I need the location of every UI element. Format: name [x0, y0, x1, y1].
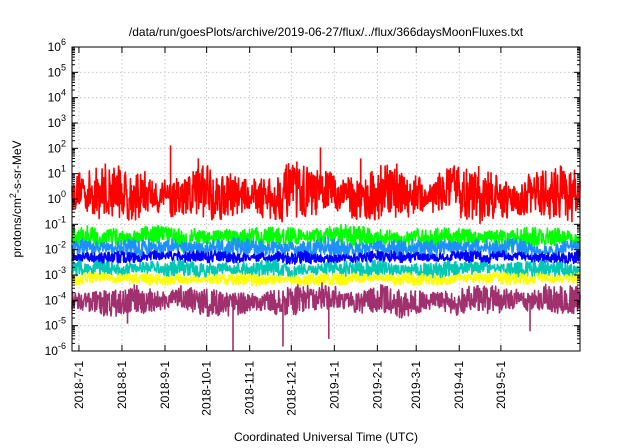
- series-line: [71, 249, 581, 266]
- y-tick-mantissa: 10: [48, 65, 62, 79]
- y-tick-exponent: 0: [61, 189, 66, 199]
- y-tick-mantissa: 10: [45, 319, 59, 333]
- y-tick-label: 10-1: [45, 214, 66, 231]
- y-axis-label-tail: -s-sr-MeV: [10, 140, 24, 193]
- y-tick-mantissa: 10: [45, 268, 59, 282]
- y-tick-label: 10-5: [45, 316, 66, 333]
- y-tick-exponent: -4: [58, 290, 66, 300]
- y-tick-mantissa: 10: [48, 91, 62, 105]
- y-tick-exponent: -3: [58, 265, 66, 275]
- y-tick-exponent: 6: [61, 37, 66, 47]
- y-tick-label: 106: [48, 37, 66, 54]
- x-axis-label: Coordinated Universal Time (UTC): [234, 430, 418, 444]
- tick-layer: 10-610-510-410-310-210-11001011021031041…: [45, 37, 580, 416]
- chart-title: /data/run/goesPlots/archive/2019-06-27/f…: [129, 25, 524, 39]
- y-axis-label-base: protons/cm: [10, 198, 24, 257]
- x-tick-label: 2019-1-1: [327, 361, 341, 409]
- series-line: [71, 282, 581, 319]
- x-tick-label: 2018-8-1: [115, 361, 129, 409]
- y-tick-exponent: 1: [61, 164, 66, 174]
- y-tick-exponent: -1: [58, 214, 66, 224]
- y-tick-exponent: 3: [61, 113, 66, 123]
- y-tick-exponent: -5: [58, 316, 66, 326]
- y-tick-mantissa: 10: [48, 116, 62, 130]
- x-tick-label: 2019-2-1: [370, 361, 384, 409]
- x-tick-label: 2019-4-1: [452, 361, 466, 409]
- y-tick-label: 103: [48, 113, 66, 130]
- y-tick-label: 102: [48, 138, 66, 155]
- y-tick-label: 104: [48, 88, 66, 105]
- series-line: [71, 271, 581, 287]
- y-tick-exponent: -6: [58, 341, 66, 351]
- y-tick-mantissa: 10: [48, 192, 62, 206]
- x-tick-label: 2018-12-1: [284, 361, 298, 416]
- y-tick-mantissa: 10: [48, 141, 62, 155]
- y-tick-label: 10-3: [45, 265, 66, 282]
- x-tick-label: 2018-7-1: [72, 361, 86, 409]
- y-tick-mantissa: 10: [45, 243, 59, 257]
- y-tick-exponent: 2: [61, 138, 66, 148]
- y-tick-mantissa: 10: [48, 40, 62, 54]
- series-line: [71, 163, 581, 225]
- y-tick-exponent: -2: [58, 240, 66, 250]
- y-tick-label: 100: [48, 189, 66, 206]
- series-layer: [71, 145, 581, 351]
- x-tick-label: 2019-3-1: [409, 361, 423, 409]
- y-tick-label: 101: [48, 164, 66, 181]
- y-tick-exponent: 4: [61, 88, 66, 98]
- x-tick-label: 2018-10-1: [200, 361, 214, 416]
- y-axis-label-exp: 2: [8, 193, 18, 198]
- x-tick-label: 2019-5-1: [494, 361, 508, 409]
- y-tick-mantissa: 10: [45, 344, 59, 358]
- x-tick-label: 2018-11-1: [243, 361, 257, 415]
- x-tick-label: 2018-9-1: [158, 361, 172, 409]
- y-tick-mantissa: 10: [45, 293, 59, 307]
- y-tick-label: 10-4: [45, 290, 66, 307]
- y-tick-mantissa: 10: [48, 167, 62, 181]
- y-tick-label: 10-2: [45, 240, 66, 257]
- y-tick-label: 10-6: [45, 341, 66, 358]
- y-tick-mantissa: 10: [45, 217, 59, 231]
- y-tick-label: 105: [48, 62, 66, 79]
- y-axis-label: protons/cm2-s-sr-MeV: [8, 140, 24, 257]
- y-tick-exponent: 5: [61, 62, 66, 72]
